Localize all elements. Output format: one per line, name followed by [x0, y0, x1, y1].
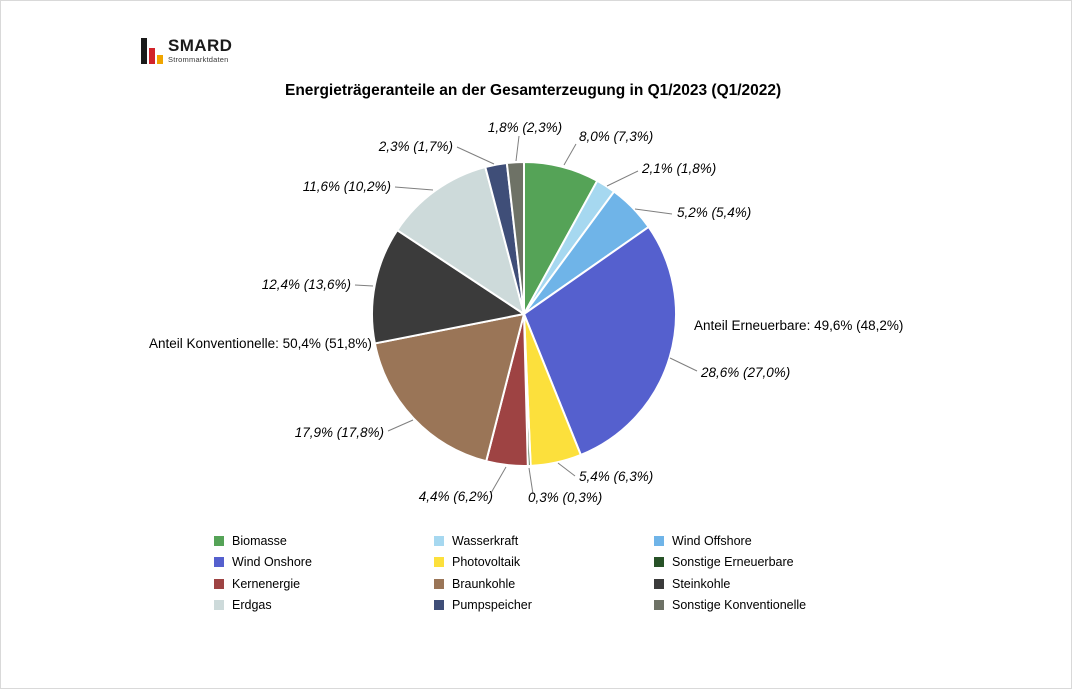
label-leader-line: [456, 146, 495, 165]
smard-logo-text: SMARD Strommarktdaten: [168, 37, 232, 64]
legend-label: Photovoltaik: [452, 555, 521, 570]
pie-slice-wind-onshore: [523, 225, 677, 456]
legend-swatch: [654, 535, 664, 546]
legend-item-pumpspeicher: Pumpspeicher: [434, 595, 654, 617]
legend-item-kernenergie: Kernenergie: [214, 573, 434, 595]
legend-label: Wind Offshore: [672, 533, 752, 548]
chart-title: Energieträgeranteile an der Gesamterzeug…: [285, 82, 782, 99]
legend-swatch: [434, 535, 444, 546]
legend-label: Sonstige Erneuerbare: [672, 555, 794, 570]
slice-value-label-wind-offshore: 5,2% (5,4%): [677, 205, 751, 220]
label-leader-line: [563, 143, 577, 166]
label-leader-line: [515, 135, 520, 162]
legend-label: Pumpspeicher: [452, 598, 532, 613]
slice-value-label-wind-onshore: 28,6% (27,0%): [700, 365, 790, 380]
label-leader-line: [528, 467, 534, 495]
slice-value-label-steinkohle: 12,4% (13,6%): [262, 277, 351, 292]
legend-item-sonstige-erneuerbare: Sonstige Erneuerbare: [654, 552, 806, 574]
legend-label: Wind Onshore: [232, 555, 312, 570]
legend-item-steinkohle: Steinkohle: [654, 573, 806, 595]
legend-label: Kernenergie: [232, 576, 301, 591]
legend-swatch: [434, 578, 444, 589]
pie-slice-sonstige-konventionelle: [505, 161, 525, 315]
legend-item-photovoltaik: Photovoltaik: [434, 552, 654, 574]
legend-item-biomasse: Biomasse: [214, 530, 434, 552]
label-leader-line: [557, 462, 576, 477]
smard-logo-bar: [157, 55, 163, 64]
smard-logo-bar: [149, 48, 155, 64]
legend-item-sonstige-konventionelle: Sonstige Konventionelle: [654, 595, 806, 617]
legend-swatch: [214, 535, 224, 546]
legend-swatch: [654, 600, 664, 611]
share-annotation-left: Anteil Konventionelle: 50,4% (51,8%): [149, 336, 372, 351]
legend-label: Erdgas: [232, 598, 272, 613]
slice-value-label-biomasse: 8,0% (7,3%): [579, 129, 653, 144]
legend-swatch: [434, 600, 444, 611]
legend-swatch: [654, 557, 664, 568]
legend-swatch: [214, 578, 224, 589]
legend-swatch: [654, 578, 664, 589]
slice-value-label-sonstige-konventionelle: 1,8% (2,3%): [488, 120, 562, 135]
share-annotation-right: Anteil Erneuerbare: 49,6% (48,2%): [694, 318, 903, 333]
smard-logo-bar: [141, 38, 147, 64]
pie-slice-steinkohle: [370, 229, 525, 345]
smard-logo-icon: [141, 37, 163, 64]
legend-item-erdgas: Erdgas: [214, 595, 434, 617]
legend-label: Sonstige Konventionelle: [672, 598, 807, 613]
smard-logo-subtitle: Strommarktdaten: [168, 55, 229, 64]
label-leader-line: [669, 357, 698, 372]
label-leader-line: [606, 170, 639, 187]
slice-value-label-wasserkraft: 2,1% (1,8%): [641, 161, 716, 176]
legend-label: Braunkohle: [452, 576, 516, 591]
legend-label: Wasserkraft: [452, 533, 519, 548]
label-leader-line: [634, 208, 673, 215]
legend-item-wasserkraft: Wasserkraft: [434, 530, 654, 552]
label-leader-line: [387, 419, 414, 432]
pie-slice-braunkohle: [373, 313, 525, 463]
legend-label: Steinkohle: [672, 576, 731, 591]
legend-item-wind-offshore: Wind Offshore: [654, 530, 806, 552]
slice-value-label-braunkohle: 17,9% (17,8%): [295, 425, 384, 440]
legend-item-wind-onshore: Wind Onshore: [214, 552, 434, 574]
label-leader-line: [394, 186, 434, 191]
legend-swatch: [214, 557, 224, 568]
slice-value-label-photovoltaik: 5,4% (6,3%): [579, 469, 653, 484]
smard-logo: SMARD Strommarktdaten: [141, 37, 232, 64]
legend-label: Biomasse: [232, 533, 287, 548]
slice-value-label-sonstige-erneuerbare: 0,3% (0,3%): [528, 490, 602, 505]
label-leader-line: [490, 466, 507, 494]
legend-swatch: [214, 600, 224, 611]
legend: Biomasse Wasserkraft Wind Offshore Wind Ons…: [214, 530, 806, 616]
slice-value-label-erdgas: 11,6% (10,2%): [303, 179, 391, 194]
smard-logo-name: SMARD: [168, 36, 233, 55]
legend-swatch: [434, 557, 444, 568]
slice-value-label-kernenergie: 4,4% (6,2%): [419, 489, 493, 504]
slice-value-label-pumpspeicher: 2,3% (1,7%): [378, 139, 453, 154]
pie-slice-erdgas: [396, 166, 525, 315]
label-leader-line: [354, 284, 374, 287]
legend-item-braunkohle: Braunkohle: [434, 573, 654, 595]
